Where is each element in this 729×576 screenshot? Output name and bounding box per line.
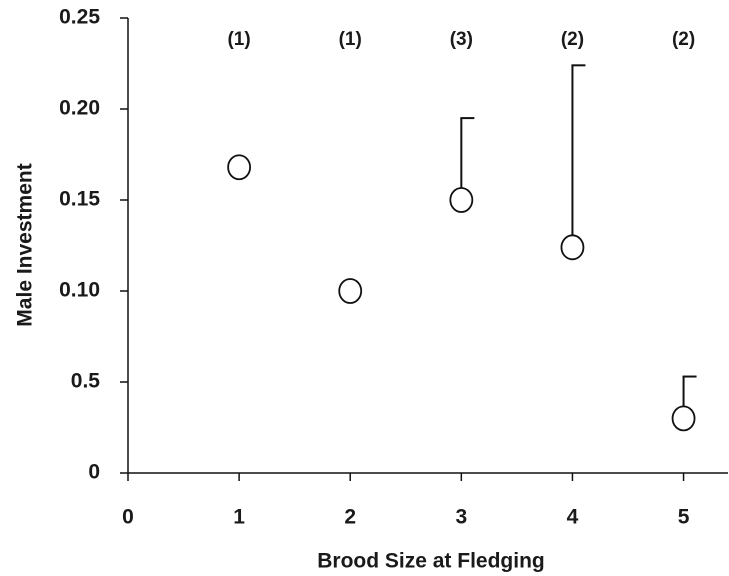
y-tick-label: 0.15 bbox=[59, 188, 100, 211]
x-tick-label: 1 bbox=[233, 506, 245, 529]
x-tick-label: 3 bbox=[455, 506, 467, 529]
error-bar bbox=[460, 117, 475, 200]
sample-size-label: (1) bbox=[227, 29, 250, 50]
point bbox=[671, 405, 696, 432]
y-tick-label: 0.10 bbox=[59, 279, 100, 302]
y-tick-label: 0 bbox=[88, 461, 100, 484]
sample-size-label: (3) bbox=[450, 29, 473, 50]
point bbox=[560, 234, 585, 261]
x-axis-label: Brood Size at Fledging bbox=[317, 550, 545, 573]
point bbox=[338, 278, 363, 304]
y-tick-label: 0.5 bbox=[71, 370, 101, 393]
error-bar bbox=[571, 64, 586, 248]
x-tick-label: 2 bbox=[344, 506, 356, 529]
sample-size-label: (1) bbox=[339, 29, 362, 50]
y-tick-label: 0.20 bbox=[59, 97, 100, 120]
x-tick-label: 4 bbox=[567, 506, 579, 529]
x-tick-label: 0 bbox=[122, 506, 134, 529]
sample-size-label: (2) bbox=[672, 29, 695, 50]
point bbox=[227, 154, 252, 181]
x-tick-label: 5 bbox=[678, 506, 690, 529]
sample-size-label: (2) bbox=[561, 29, 584, 50]
y-axis-label: Male Investment bbox=[14, 163, 37, 326]
point bbox=[449, 187, 474, 213]
y-tick-label: 0.25 bbox=[59, 6, 100, 29]
